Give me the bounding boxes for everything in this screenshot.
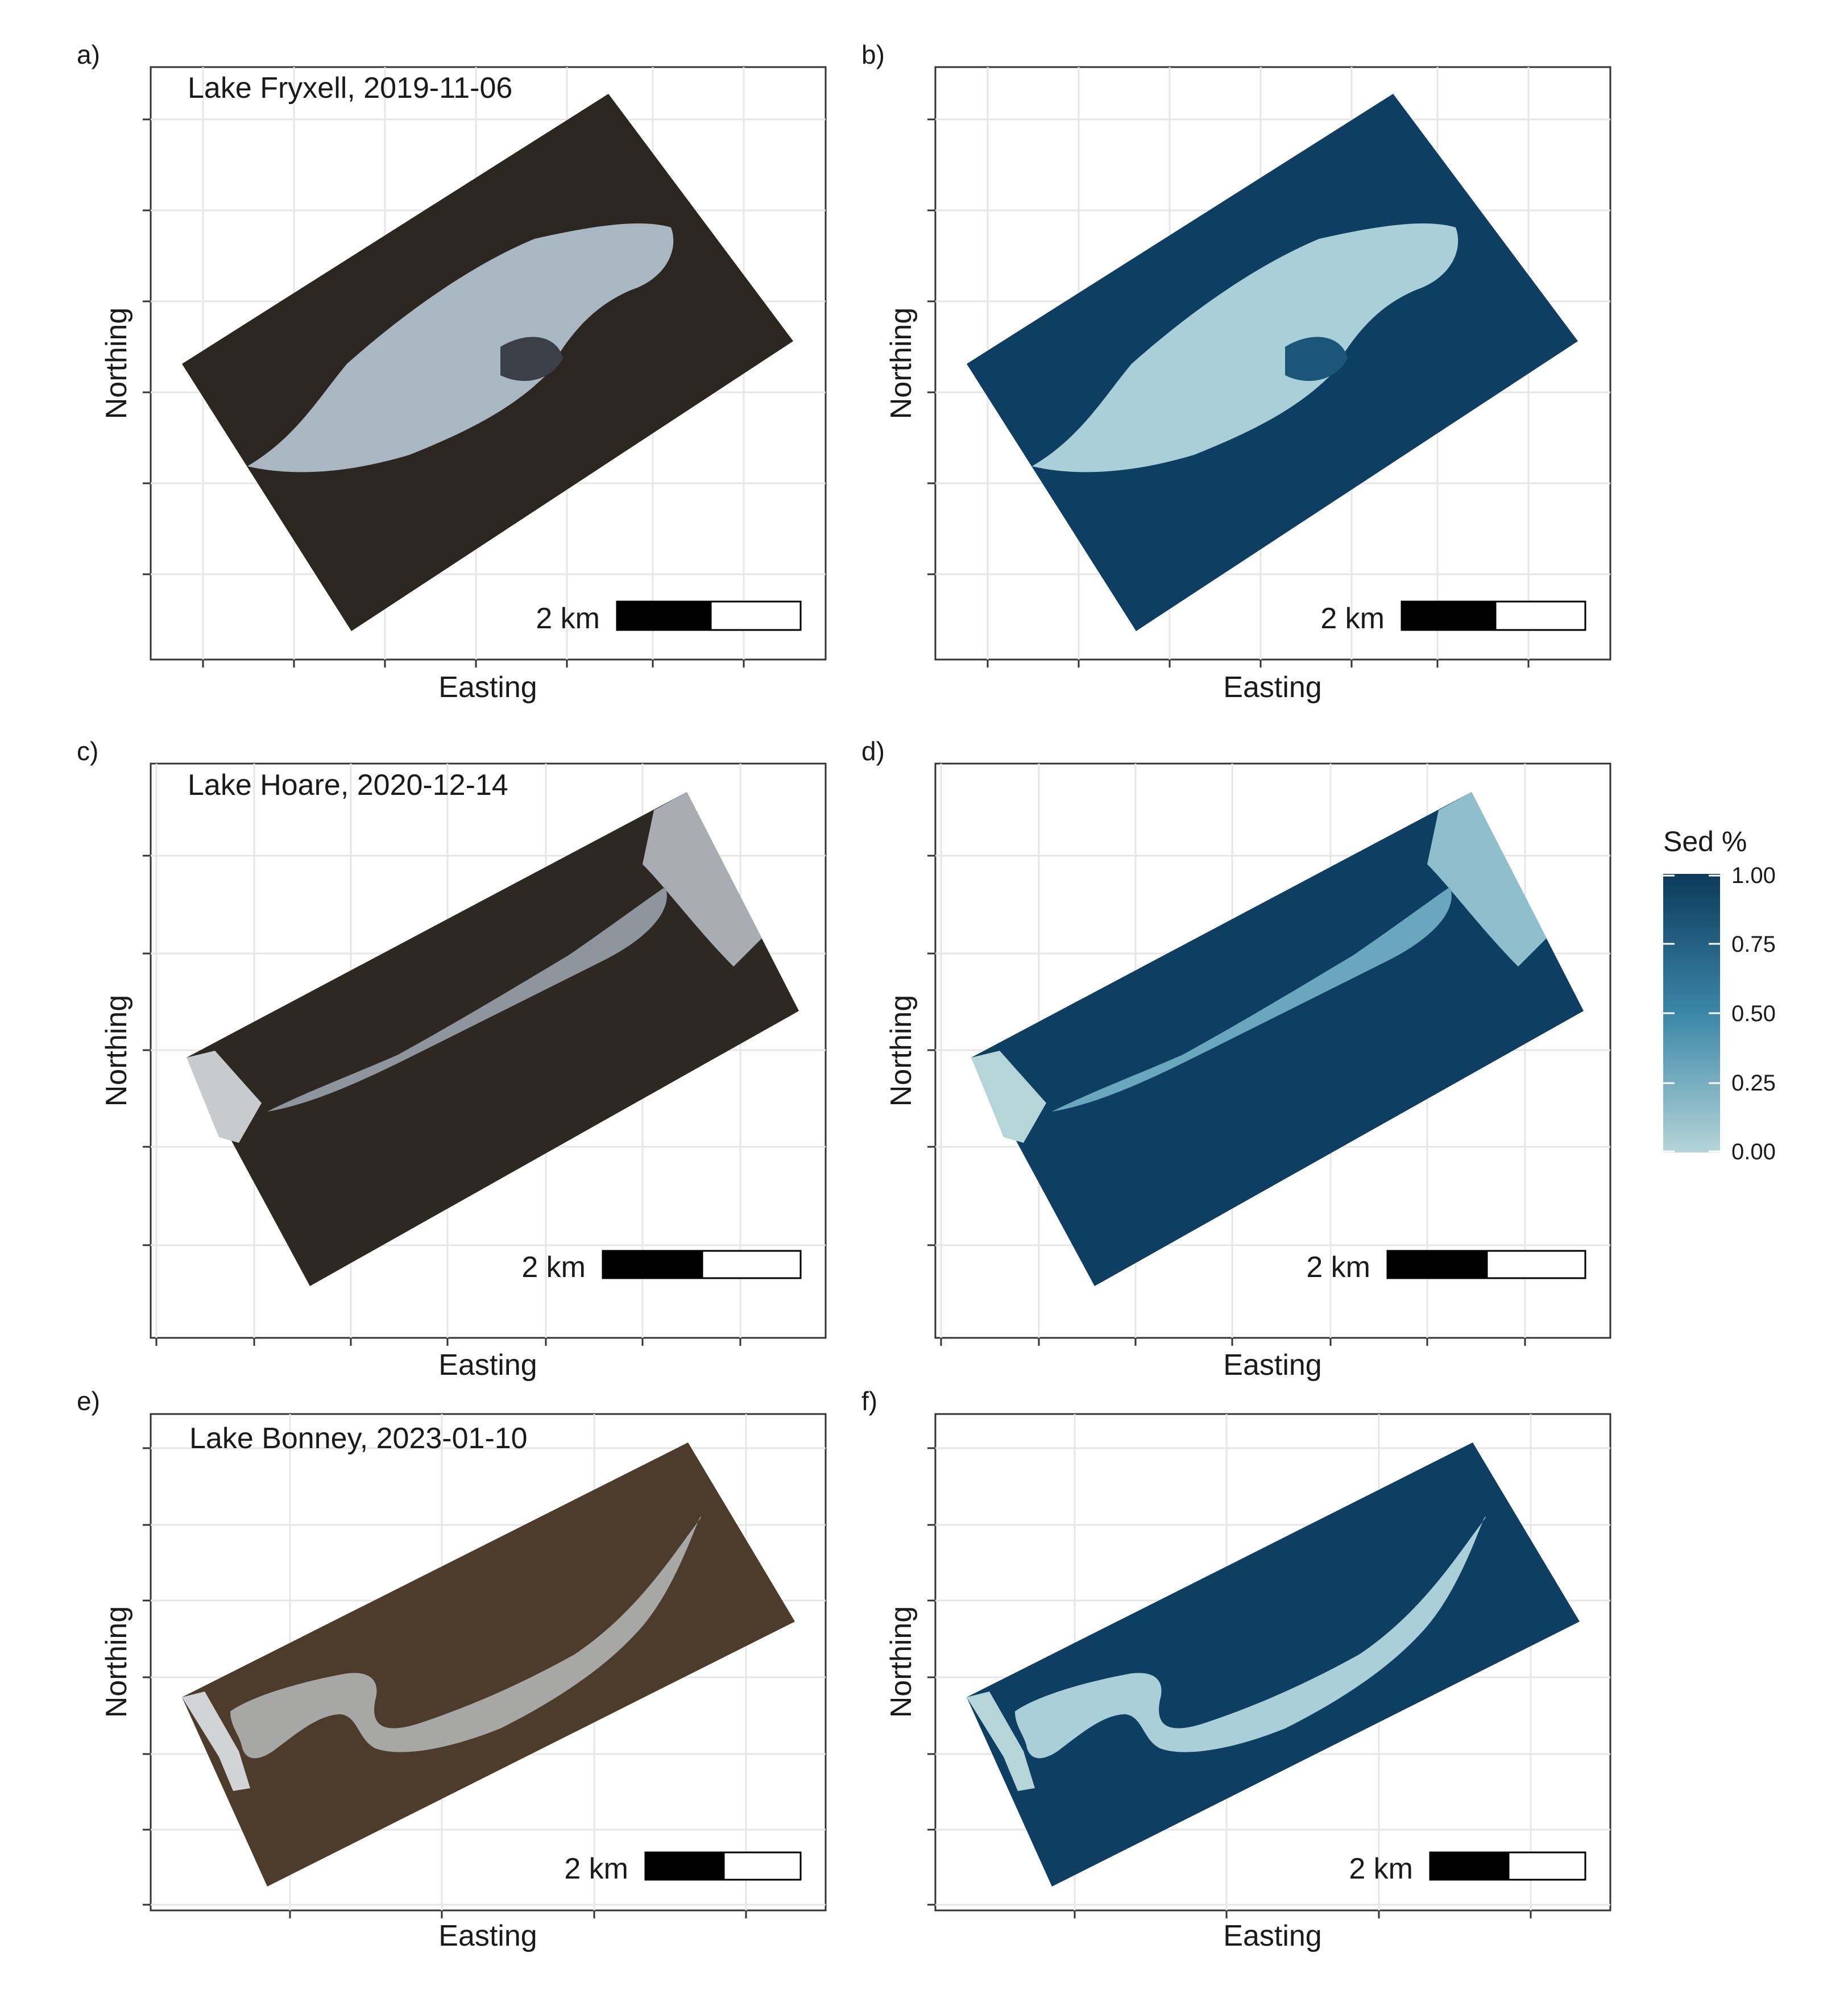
- panel-letter-d: d): [861, 736, 885, 766]
- scale-bar-black-e: [644, 1851, 725, 1881]
- scale-bar-white-e: [723, 1851, 802, 1881]
- panel-letter-c: c): [77, 736, 98, 766]
- y-axis-title-e: Northing: [100, 1606, 133, 1718]
- panel-letter-e: e): [77, 1386, 100, 1416]
- scale-bar-a: 2 km: [536, 600, 802, 635]
- x-axis-title-e: Easting: [438, 1919, 537, 1952]
- legend: Sed % 1.00 0.75 0.50 0.25 0.00: [1663, 826, 1776, 1164]
- legend-tick-1.00: 1.00: [1731, 863, 1776, 888]
- panel-letter-b: b): [861, 40, 885, 69]
- legend-tick-0.25: 0.25: [1731, 1071, 1776, 1096]
- scale-bar-e: 2 km: [564, 1851, 802, 1885]
- ticks-d: [927, 855, 1526, 1346]
- legend-title: Sed %: [1663, 826, 1747, 857]
- y-axis-title-a: Northing: [100, 308, 133, 420]
- panel-e: e) 2 km Lake Bonney, 2023-01-10 Eastin: [77, 1386, 827, 1952]
- scale-bar-black-d: [1386, 1250, 1488, 1279]
- glacier-e: [182, 1692, 250, 1791]
- sed-glacier-d-west: [971, 1051, 1046, 1143]
- snow-glacier-c-east: [643, 792, 762, 967]
- scale-bar-black-a: [616, 600, 712, 631]
- ticks-b: [927, 118, 1530, 668]
- x-axis-title-a: Easting: [438, 671, 537, 704]
- sed-glacier-d-east: [1427, 792, 1547, 967]
- y-axis-title-f: Northing: [885, 1606, 918, 1718]
- sed-lake-f: [1015, 1516, 1486, 1759]
- legend-tick-0.75: 0.75: [1731, 932, 1776, 957]
- ticks-c: [143, 855, 741, 1346]
- scale-bar-white-d: [1486, 1250, 1586, 1279]
- scale-label-d: 2 km: [1306, 1251, 1370, 1284]
- panel-f: f) 2 km Easting Northing: [861, 1386, 1611, 1952]
- x-axis-title-f: Easting: [1223, 1919, 1321, 1952]
- x-axis-title-b: Easting: [1223, 671, 1321, 704]
- scale-label-a: 2 km: [536, 602, 600, 635]
- panel-c: c) 2 km Lake Hoare, 2020-12-14: [77, 736, 827, 1382]
- panel-letter-a: a): [77, 40, 100, 69]
- legend-tick-0.50: 0.50: [1731, 1001, 1776, 1026]
- sed-lake-b: [1032, 223, 1458, 472]
- panel-a: a) 2 km Lake Fryxell, 2019-11-06: [77, 40, 827, 704]
- legend-ticks: [1663, 874, 1720, 1152]
- scale-bar-black-f: [1429, 1851, 1510, 1881]
- x-axis-title-c: Easting: [438, 1349, 537, 1382]
- scale-bar-black-b: [1400, 600, 1497, 631]
- lake-ice-e: [230, 1516, 702, 1759]
- sed-footprint-f: [967, 1442, 1580, 1887]
- sed-glacier-f: [967, 1692, 1035, 1791]
- scene-label-a: Lake Fryxell, 2019-11-06: [188, 72, 512, 105]
- scale-bar-b: 2 km: [1320, 600, 1586, 635]
- ticks-f: [927, 1447, 1532, 1918]
- scale-label-b: 2 km: [1320, 602, 1385, 635]
- lake-dark-patch-a: [500, 337, 563, 381]
- scale-bar-f: 2 km: [1349, 1851, 1586, 1885]
- scale-label-c: 2 km: [521, 1251, 586, 1284]
- panel-letter-f: f): [861, 1386, 877, 1416]
- scale-bar-d: 2 km: [1306, 1250, 1586, 1284]
- scale-bar-c: 2 km: [521, 1250, 802, 1284]
- scale-label-e: 2 km: [564, 1852, 628, 1885]
- legend-tick-0.00: 0.00: [1731, 1139, 1776, 1164]
- panel-b: b) 2 km Easting Northing: [861, 40, 1611, 704]
- scale-bar-white-b: [1494, 600, 1586, 631]
- scale-bar-white-f: [1507, 1851, 1586, 1881]
- snow-glacier-c-west: [187, 1051, 262, 1143]
- lake-ice-a: [247, 223, 674, 472]
- panel-d: d) 2 km Easting Nor: [861, 736, 1611, 1382]
- y-axis-title-b: Northing: [885, 308, 918, 420]
- ticks-e: [143, 1447, 747, 1918]
- scale-label-f: 2 km: [1349, 1852, 1413, 1885]
- y-axis-title-c: Northing: [100, 995, 133, 1107]
- ticks-a: [143, 118, 745, 668]
- imagery-footprint-e: [182, 1442, 795, 1887]
- scale-bar-white-c: [701, 1250, 802, 1279]
- sed-dark-patch-b: [1285, 337, 1348, 381]
- y-axis-title-d: Northing: [885, 995, 918, 1107]
- scene-label-e: Lake Bonney, 2023-01-10: [189, 1422, 528, 1455]
- scale-bar-white-a: [710, 600, 802, 631]
- scale-bar-black-c: [602, 1250, 703, 1279]
- scene-label-c: Lake Hoare, 2020-12-14: [188, 769, 508, 802]
- x-axis-title-d: Easting: [1223, 1349, 1321, 1382]
